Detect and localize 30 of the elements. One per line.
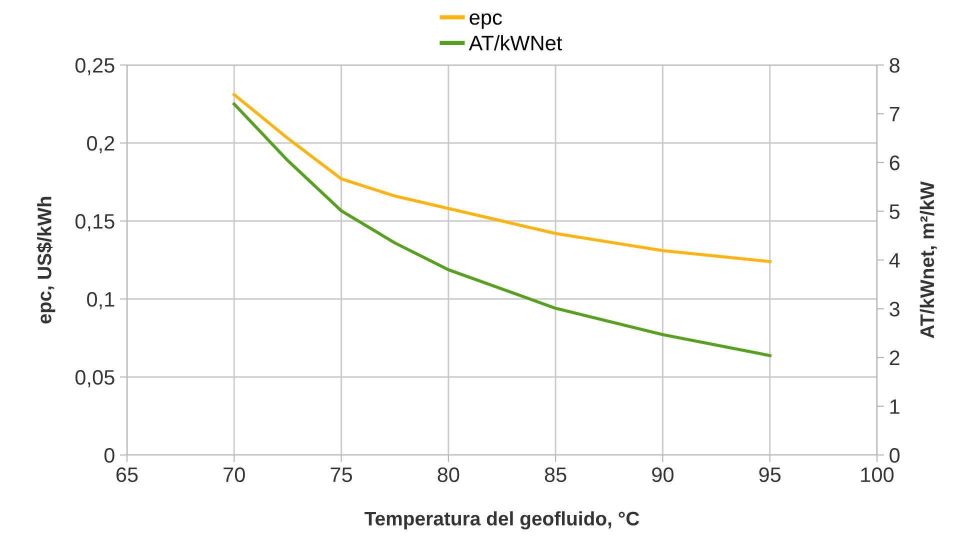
y-tick-label: 0,25 <box>75 58 114 76</box>
x-tick-label: 75 <box>330 468 352 482</box>
x-tick-label: 80 <box>438 467 460 482</box>
y2-tick-label: 4 <box>889 253 900 268</box>
x-tick-label: 95 <box>759 467 781 482</box>
legend-label: epc <box>470 13 502 29</box>
legend-label: AT/kWNet <box>468 35 562 50</box>
y-tick-label: 0,15 <box>75 214 114 232</box>
y2-axis-title: AT/kWnet, m²/kW <box>920 181 937 338</box>
x-tick-label: 70 <box>224 467 245 482</box>
y2-tick-label: 2 <box>890 350 900 366</box>
y2-tick-label: 0 <box>890 448 900 463</box>
y-tick-label: 0,1 <box>87 292 114 310</box>
line-series <box>232 102 772 358</box>
y2-tick-label: 3 <box>890 302 900 317</box>
y2-tick-label: 1 <box>890 399 900 414</box>
x-tick-label: 90 <box>652 467 674 482</box>
x-axis-title: Temperatura del geofluido, °C <box>364 511 640 530</box>
x-tick-label: 100 <box>861 467 894 482</box>
x-tick-label: 85 <box>544 467 566 482</box>
line-series <box>232 93 772 264</box>
y2-tick-label: 6 <box>890 156 900 170</box>
y2-tick-label: 8 <box>890 58 900 73</box>
y-tick-label: 0 <box>104 448 114 463</box>
y-tick-label: 0,2 <box>87 136 114 154</box>
y2-tick-label: 5 <box>890 204 900 220</box>
y2-tick-label: 7 <box>890 106 900 122</box>
x-tick-label: 65 <box>116 467 138 482</box>
y-axis-title: epc, US$/kWh <box>36 196 56 324</box>
y-tick-label: 0,05 <box>75 370 114 388</box>
